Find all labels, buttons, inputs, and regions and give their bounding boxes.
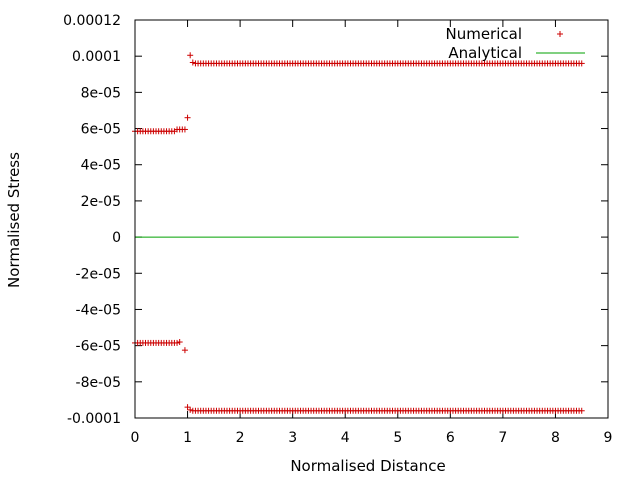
y-tick-label: -0.0001 — [67, 411, 121, 427]
y-tick-label: 2e-05 — [81, 194, 121, 210]
y-tick-label: -8e-05 — [76, 375, 121, 391]
y-tick-label: -2e-05 — [76, 266, 121, 282]
numerical-point — [187, 406, 194, 413]
series-layer — [132, 52, 585, 414]
numerical-point — [189, 59, 196, 66]
x-tick-label: 1 — [183, 430, 192, 446]
x-tick-label: 2 — [236, 430, 245, 446]
numerical-point — [187, 52, 194, 59]
numerical-points — [132, 52, 585, 414]
numerical-point — [184, 114, 191, 121]
plot-frame — [134, 19, 609, 419]
legend: Numerical Analytical — [445, 25, 585, 62]
numerical-point — [578, 60, 585, 67]
x-tick-label: 0 — [131, 430, 140, 446]
x-tick-label: 5 — [393, 430, 402, 446]
x-tick-label: 6 — [446, 430, 455, 446]
numerical-point — [578, 407, 585, 414]
numerical-point — [176, 339, 183, 346]
x-tick-label: 4 — [341, 430, 350, 446]
legend-plus-icon — [557, 31, 563, 37]
y-tick-label: 4e-05 — [81, 158, 121, 174]
y-tick-labels: -0.0001 -8e-05 -6e-05 -4e-05 -2e-05 0 2e-05 4e-… — [63, 13, 121, 427]
y-tick-label: 8e-05 — [81, 85, 121, 101]
axis-ticks — [134, 19, 609, 419]
y-axis-label: Normalised Stress — [5, 152, 23, 288]
legend-label-numerical: Numerical — [445, 25, 522, 43]
y-tick-label: -6e-05 — [76, 339, 121, 355]
numerical-point — [181, 347, 188, 354]
numerical-point — [184, 404, 191, 411]
x-tick-label: 9 — [604, 430, 613, 446]
x-tick-label: 3 — [288, 430, 297, 446]
numerical-point — [181, 126, 188, 133]
legend-marker-numerical — [557, 31, 563, 37]
y-tick-label: 0.0001 — [72, 49, 121, 65]
y-tick-label: 0 — [112, 230, 121, 246]
y-tick-label: -4e-05 — [76, 302, 121, 318]
numerical-point — [174, 339, 181, 346]
y-tick-label: 6e-05 — [81, 122, 121, 138]
x-tick-labels: 0 1 2 3 4 5 6 7 8 9 — [131, 430, 613, 446]
legend-label-analytical: Analytical — [448, 44, 522, 62]
x-tick-label: 8 — [551, 430, 560, 446]
x-axis-label: Normalised Distance — [290, 457, 445, 475]
x-tick-label: 7 — [498, 430, 507, 446]
y-tick-label: 0.00012 — [63, 13, 121, 29]
